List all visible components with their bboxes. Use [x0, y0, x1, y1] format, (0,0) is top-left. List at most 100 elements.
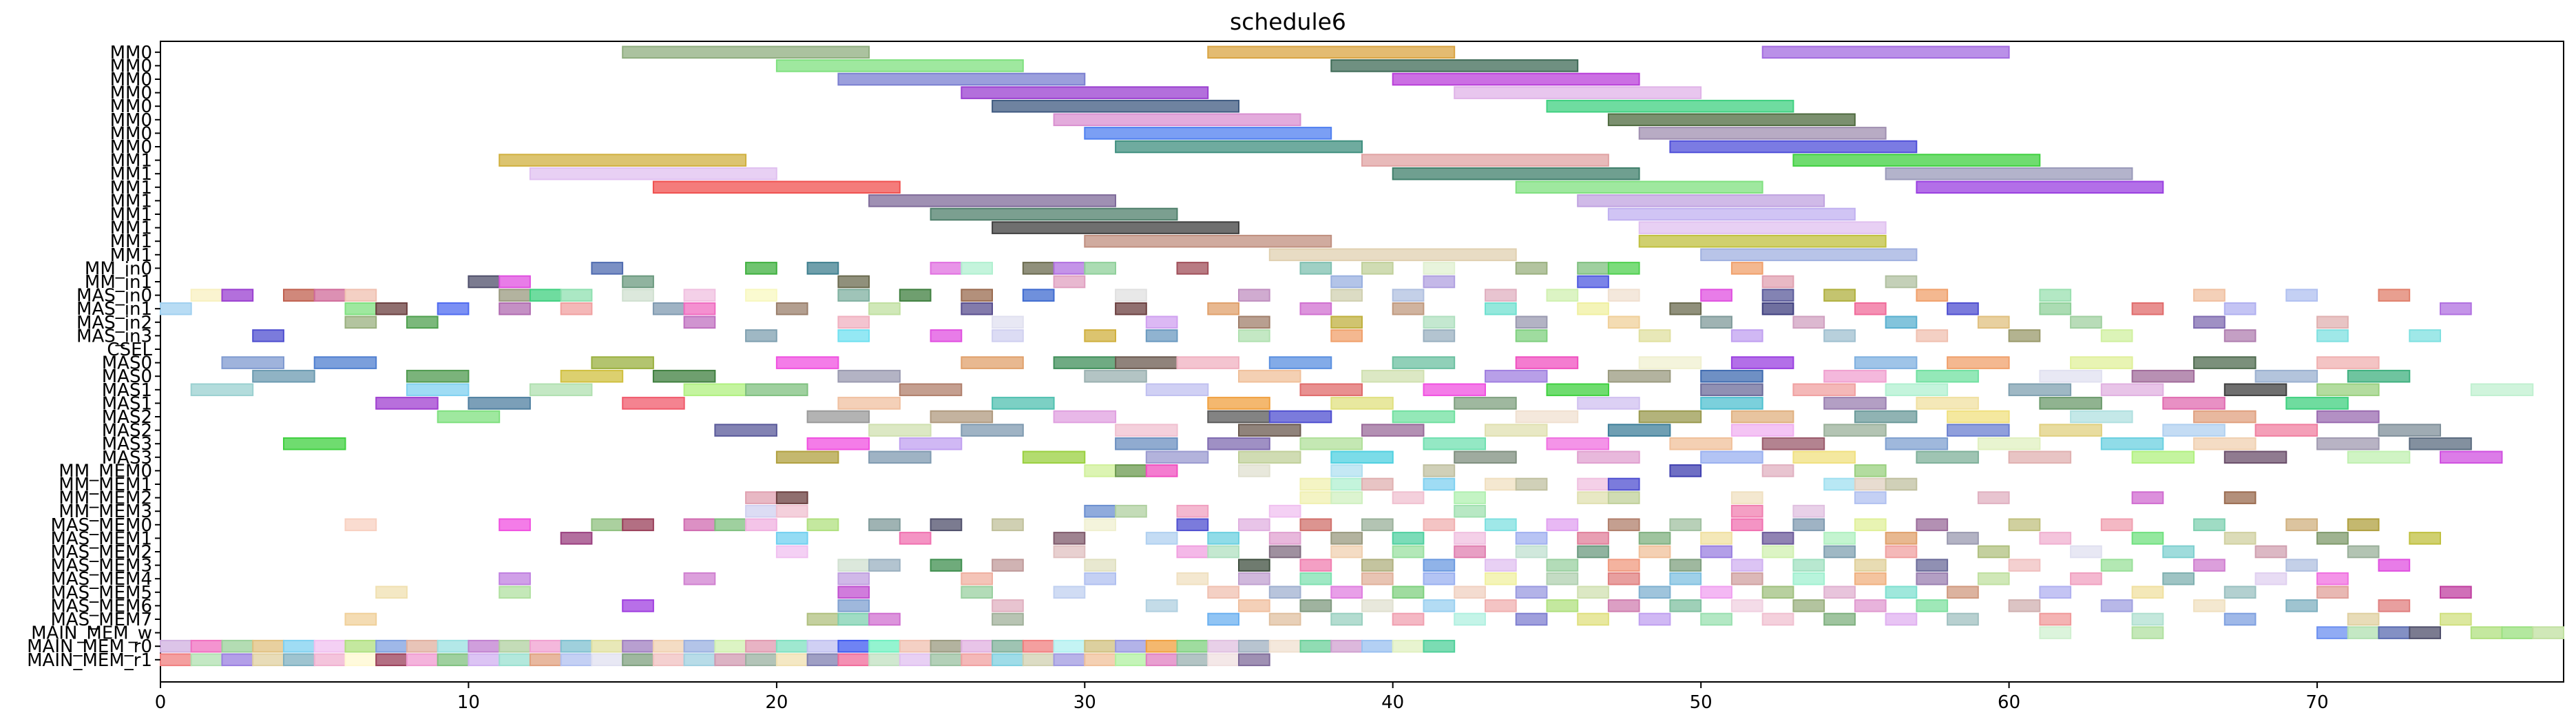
task-bar — [930, 559, 963, 572]
task-bar — [868, 639, 901, 653]
task-bar — [1577, 275, 1609, 289]
task-bar — [2223, 491, 2256, 504]
task-bar — [1515, 532, 1548, 545]
task-bar — [961, 302, 994, 315]
task-bar — [868, 424, 932, 437]
task-bar — [1485, 424, 1548, 437]
task-bar — [1454, 545, 1486, 559]
task-bar — [1515, 585, 1548, 599]
task-bar — [1546, 518, 1579, 532]
task-bar — [2193, 437, 2256, 450]
task-bar — [1330, 639, 1363, 653]
y-tick-label: MAIN_MEM_w — [31, 623, 152, 644]
task-bar — [2193, 289, 2226, 302]
task-bar — [2440, 450, 2503, 464]
task-bar — [1515, 545, 1548, 559]
task-bar — [1885, 275, 1918, 289]
task-bar — [1423, 262, 1456, 275]
task-bar — [1330, 585, 1363, 599]
task-bar — [1916, 572, 1949, 585]
task-bar — [1730, 504, 1763, 518]
task-bar — [1176, 572, 1209, 585]
task-bar — [868, 302, 901, 315]
task-bar — [806, 639, 839, 653]
task-bar — [252, 369, 315, 383]
task-bar — [1268, 532, 1301, 545]
x-tick-label: 40 — [1381, 692, 1404, 713]
task-bar — [1730, 410, 1794, 424]
task-bar — [837, 397, 901, 410]
task-bar — [683, 518, 716, 532]
task-bar — [1423, 559, 1456, 572]
task-bar — [1577, 450, 1640, 464]
task-bar — [1638, 545, 1671, 559]
task-bar — [1854, 599, 1887, 612]
task-bar — [1947, 302, 1979, 315]
task-bar — [1977, 545, 2010, 559]
task-bar — [1730, 599, 1763, 612]
task-bar — [1607, 599, 1640, 612]
task-bar — [806, 612, 839, 626]
task-bar — [652, 369, 716, 383]
task-bar — [560, 639, 593, 653]
task-bar — [1299, 262, 1332, 275]
task-bar — [468, 275, 501, 289]
task-bar — [1238, 464, 1270, 477]
task-bar — [2409, 532, 2442, 545]
task-bar — [591, 653, 624, 667]
task-bar — [714, 518, 747, 532]
task-bar — [2039, 302, 2072, 315]
task-bar — [837, 72, 1086, 86]
task-bar — [1361, 559, 1394, 572]
task-bar — [1053, 410, 1117, 424]
task-bar — [1423, 572, 1456, 585]
task-bar — [1577, 397, 1640, 410]
task-bar — [930, 518, 963, 532]
task-bar — [1392, 585, 1425, 599]
task-bar — [2316, 410, 2380, 424]
task-bar — [1669, 302, 1702, 315]
task-bar — [1947, 532, 1979, 545]
task-bar — [2193, 599, 2226, 612]
x-axis: 0 10 20 30 40 50 60 70 — [155, 682, 2329, 713]
task-bar — [1330, 545, 1363, 559]
task-bar — [406, 653, 439, 667]
task-bar — [1145, 315, 1178, 329]
task-bar — [1700, 450, 1763, 464]
task-bar — [1084, 653, 1117, 667]
task-bar — [1084, 234, 1332, 248]
task-bar — [1607, 262, 1640, 275]
task-bar — [1485, 302, 1517, 315]
task-bar — [1392, 356, 1456, 369]
task-bar — [652, 653, 685, 667]
task-bar — [2378, 559, 2411, 572]
task-bar — [1299, 639, 1332, 653]
task-bar — [1577, 491, 1609, 504]
task-bar — [529, 167, 777, 180]
task-bar — [1916, 289, 1949, 302]
task-bar — [2223, 532, 2256, 545]
task-bar — [2316, 383, 2380, 397]
task-bar — [2378, 424, 2441, 437]
task-bar — [1607, 424, 1671, 437]
task-bar — [499, 585, 531, 599]
task-bar — [1145, 329, 1178, 342]
task-bar — [1792, 518, 1825, 532]
task-bar — [1854, 302, 1887, 315]
task-bar — [344, 612, 377, 626]
task-bar — [1700, 248, 1918, 262]
task-bar — [837, 369, 901, 383]
task-bar — [837, 639, 870, 653]
task-bar — [745, 518, 777, 532]
task-bar — [2223, 302, 2256, 315]
y-tick-label: MM0 — [110, 43, 152, 63]
task-bar — [1423, 639, 1456, 653]
task-bar — [1947, 356, 2010, 369]
task-bar — [1423, 383, 1486, 397]
task-bar — [1454, 585, 1486, 599]
task-bar — [992, 559, 1024, 572]
task-bar — [1299, 518, 1332, 532]
task-bar — [1053, 545, 1086, 559]
task-bar — [1207, 545, 1240, 559]
task-bar — [1577, 612, 1609, 626]
